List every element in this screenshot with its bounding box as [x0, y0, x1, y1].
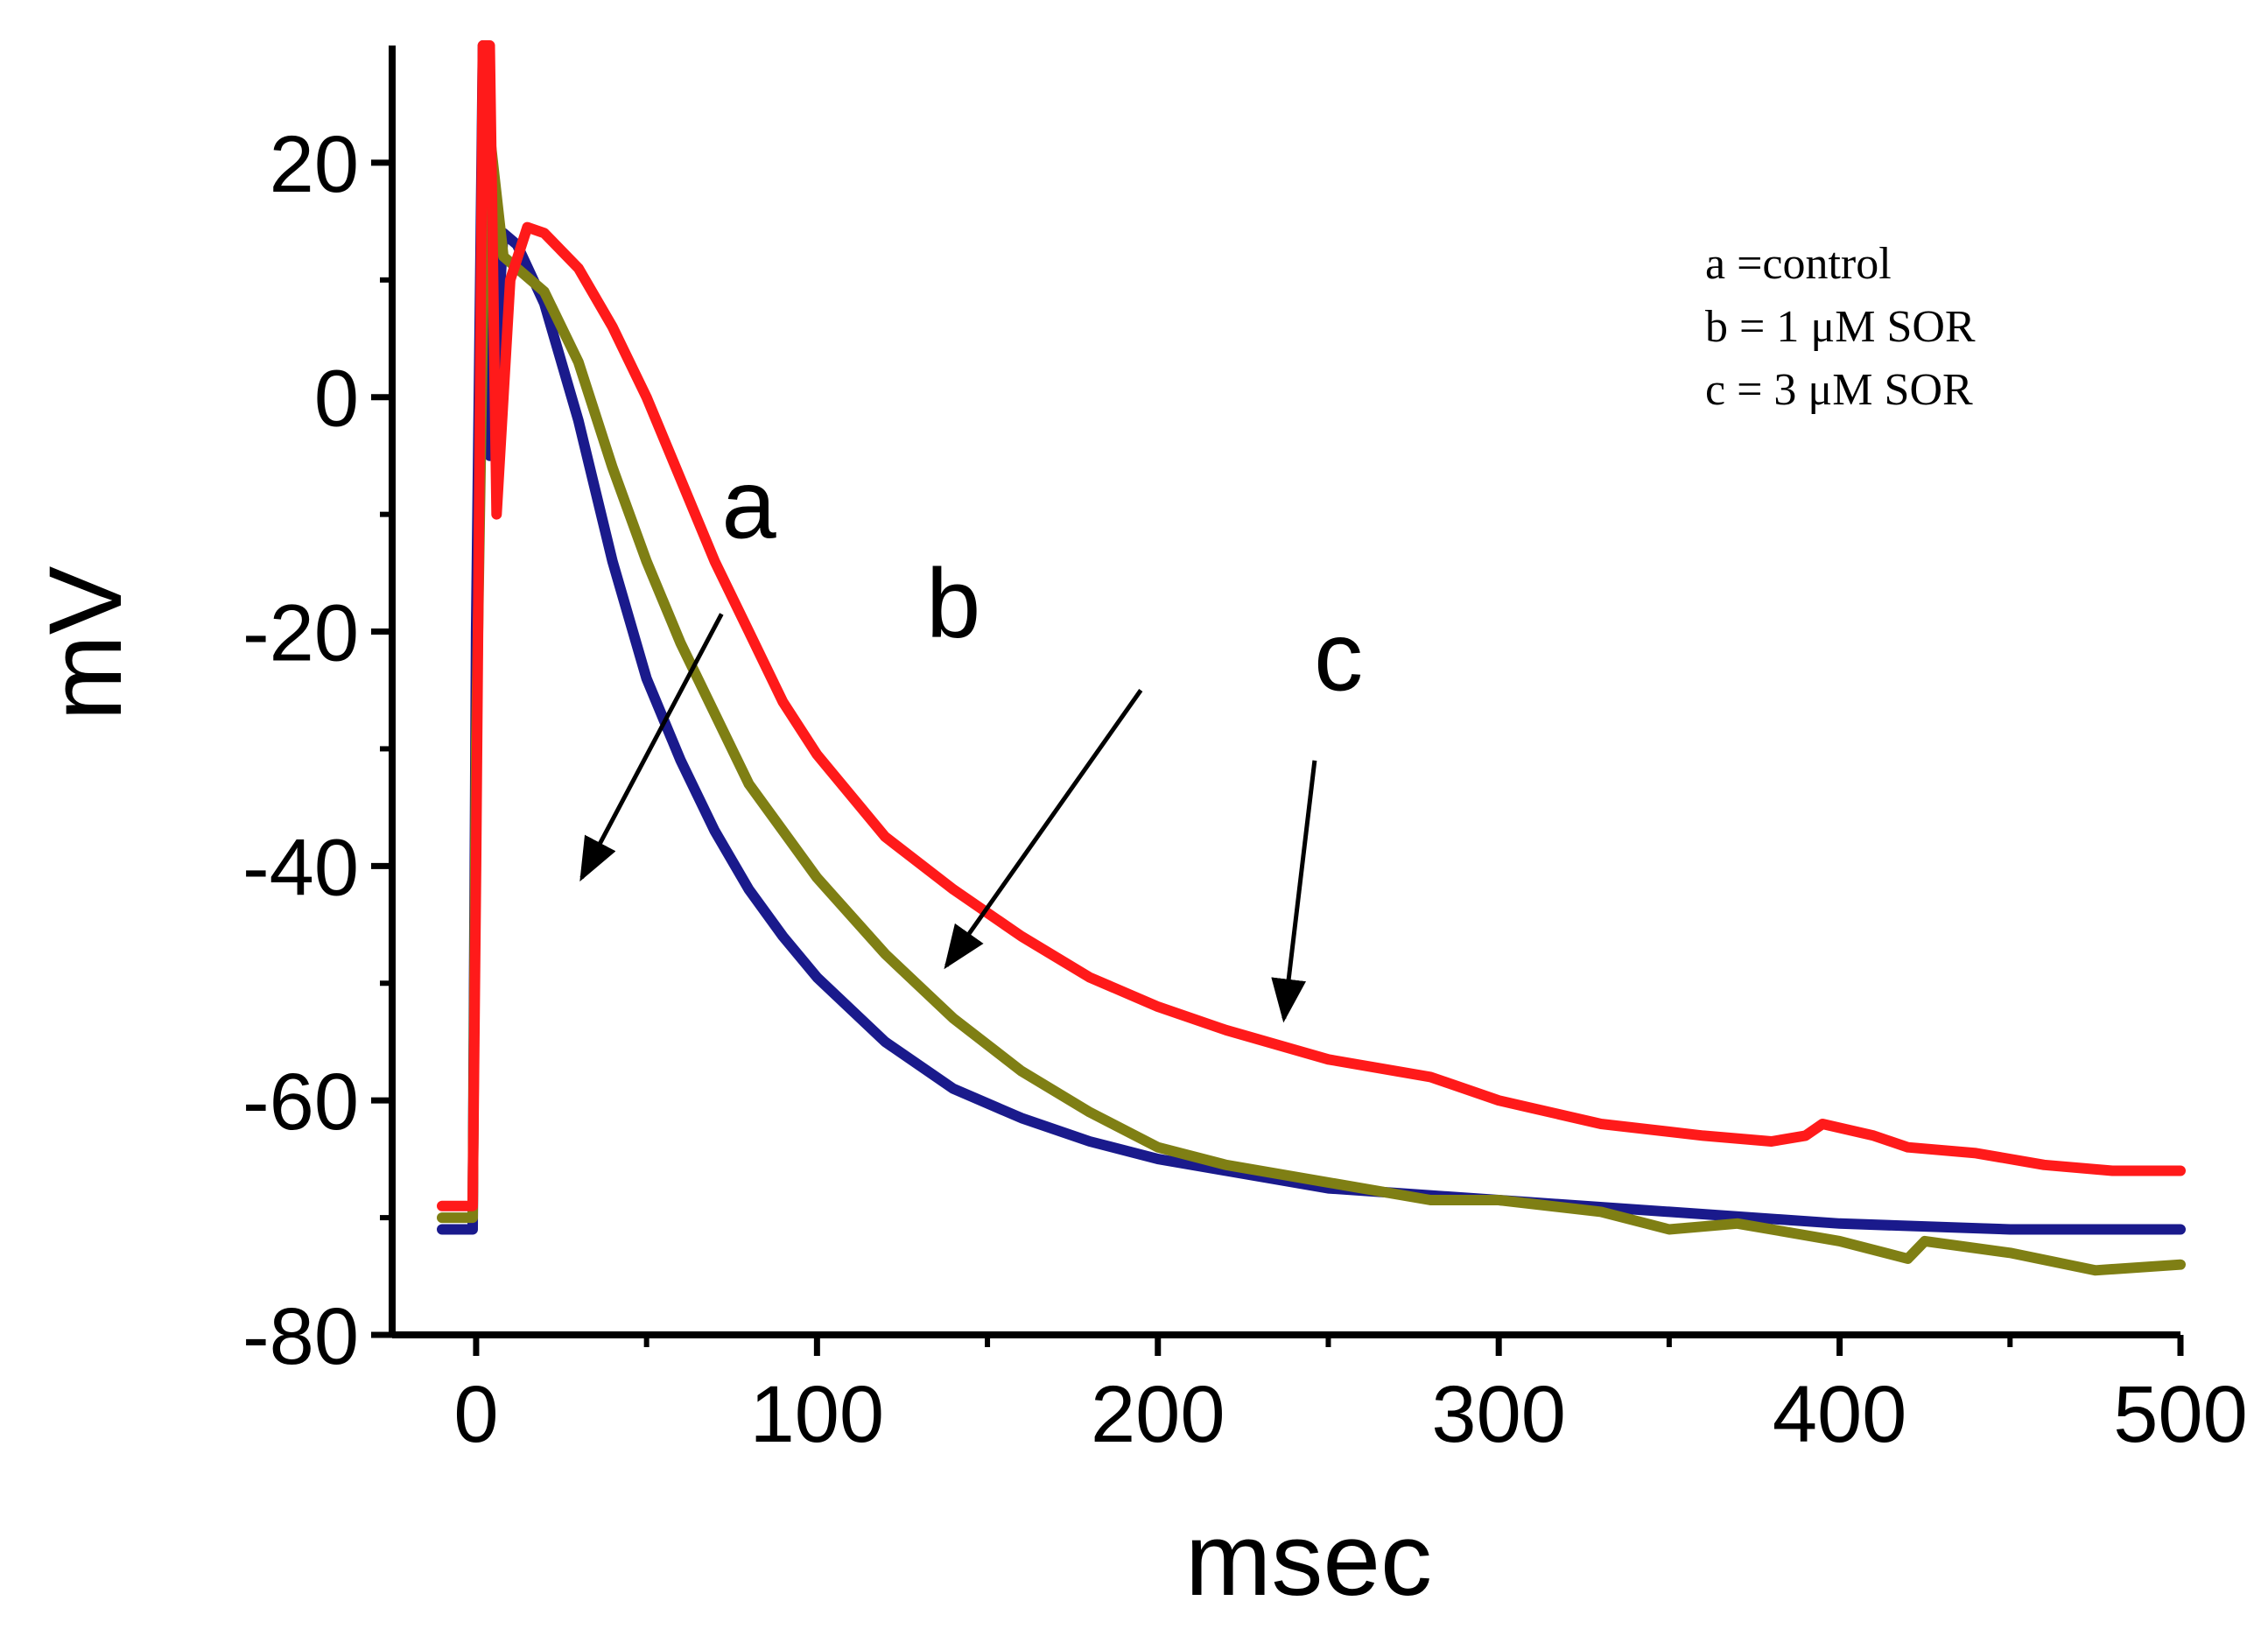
series-line-c — [437, 40, 2186, 1211]
x-tick-label: 0 — [453, 1370, 498, 1459]
x-tick-label: 400 — [1773, 1370, 1907, 1459]
legend-entry: b = 1 μM SOR — [1705, 302, 1976, 352]
legend-entry: a =control — [1705, 239, 1892, 289]
x-tick-label: 500 — [2113, 1370, 2248, 1459]
annotation-label-b: b — [926, 549, 980, 658]
x-tick-label: 100 — [750, 1370, 885, 1459]
x-tick-label: 300 — [1431, 1370, 1566, 1459]
annotation-arrow-c — [1271, 760, 1317, 1023]
annotation-layer: a b c — [579, 449, 1363, 1023]
x-tick-label: 200 — [1091, 1370, 1225, 1459]
x-axis-title: msec — [1185, 1502, 1432, 1618]
y-tick-label: -60 — [242, 1057, 359, 1147]
annotation-arrow-a — [579, 613, 724, 882]
y-axis-title: mV — [28, 565, 144, 720]
series-line-b — [437, 99, 2186, 1276]
legend-entry: c = 3 μM SOR — [1705, 365, 1973, 415]
annotation-arrow-b — [944, 689, 1143, 970]
y-tick-label: -40 — [242, 823, 359, 912]
legend: a =control b = 1 μM SOR c = 3 μM SOR — [1705, 239, 1976, 415]
y-tick-label: -20 — [242, 589, 359, 678]
annotation-label-c: c — [1314, 602, 1363, 712]
series-layer — [437, 40, 2186, 1276]
y-tick-label: -80 — [242, 1292, 359, 1381]
y-tick-label: 20 — [270, 120, 359, 209]
y-tick-label: 0 — [314, 355, 359, 444]
annotation-label-a: a — [721, 449, 776, 558]
